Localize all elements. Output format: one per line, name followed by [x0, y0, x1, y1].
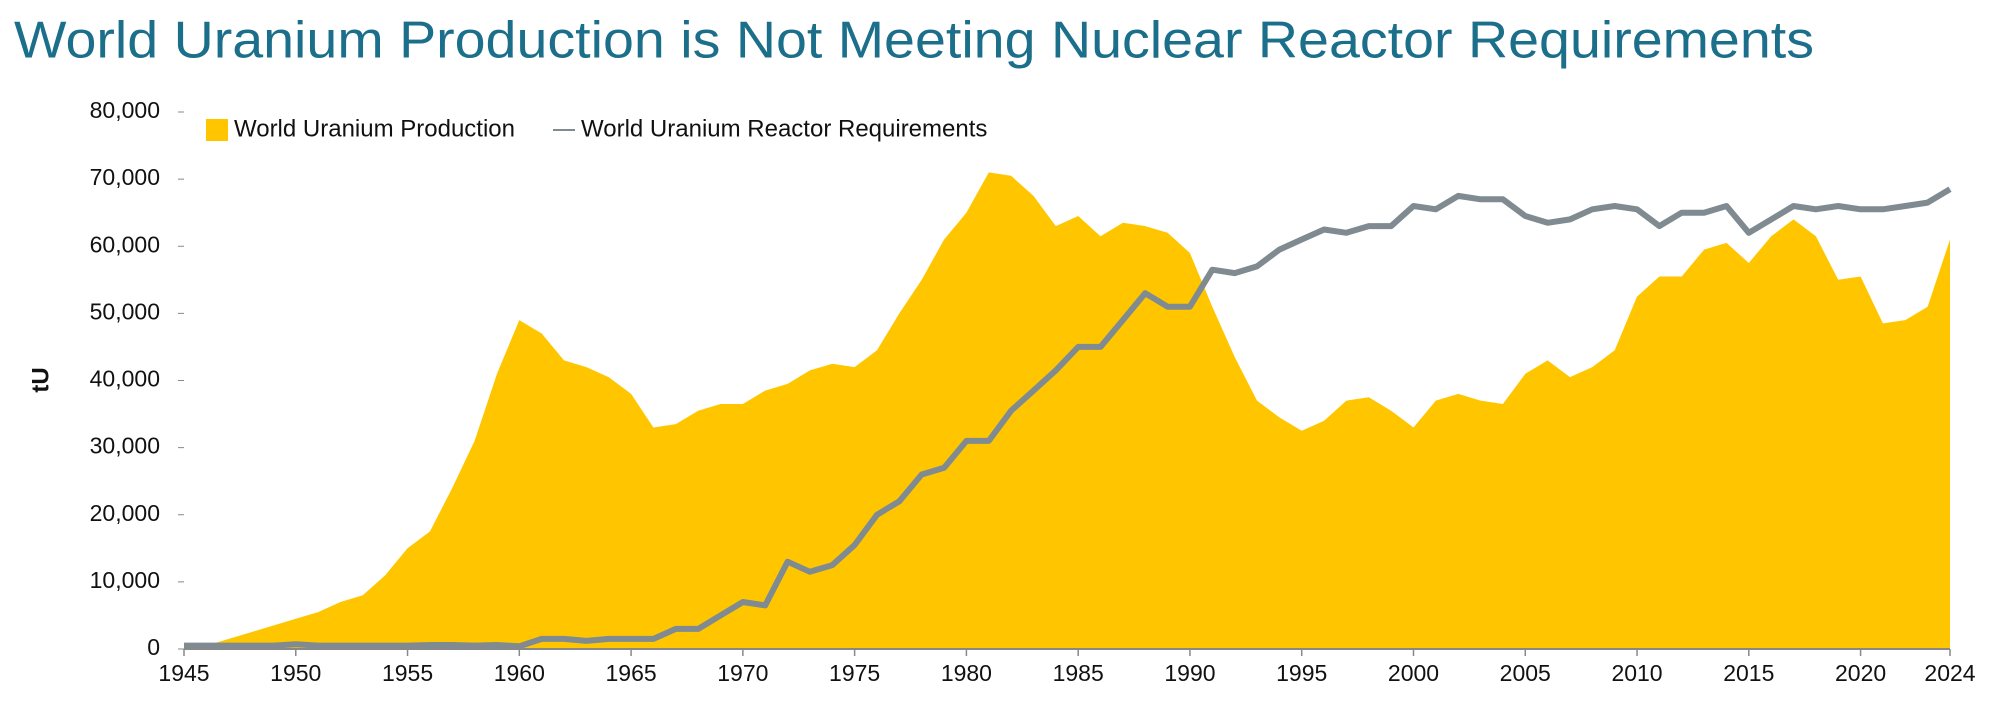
production-area	[184, 172, 1950, 649]
x-tick-label: 1985	[1053, 660, 1104, 686]
x-tick-label: 1980	[941, 660, 992, 686]
x-tick-label: 1970	[717, 660, 768, 686]
y-tick-label: 60,000	[90, 231, 160, 257]
legend-label: World Uranium Reactor Requirements	[581, 115, 987, 142]
chart-title: World Uranium Production is Not Meeting …	[14, 12, 1814, 70]
x-tick-label: 1965	[606, 660, 657, 686]
y-tick-label: 70,000	[90, 164, 160, 190]
y-tick-label: 40,000	[90, 366, 160, 392]
y-tick-label: 80,000	[90, 97, 160, 123]
x-tick-label: 2000	[1388, 660, 1439, 686]
legend-label: World Uranium Production	[234, 115, 515, 142]
x-tick-label: 1995	[1276, 660, 1327, 686]
x-tick-label: 2024	[1924, 660, 1975, 686]
y-tick-label: 50,000	[90, 298, 160, 324]
requirements-line	[184, 186, 1952, 650]
x-tick-label: 1950	[270, 660, 321, 686]
x-tick-label: 1975	[829, 660, 880, 686]
x-tick-label: 2020	[1835, 660, 1886, 686]
y-tick-label: 10,000	[90, 567, 160, 593]
y-tick-label: 0	[147, 634, 160, 660]
x-tick-label: 1960	[494, 660, 545, 686]
x-tick-label: 1955	[382, 660, 433, 686]
x-tick-label: 2015	[1723, 660, 1774, 686]
legend-swatch	[206, 119, 228, 141]
y-tick-label: 30,000	[90, 433, 160, 459]
y-tick-label: 20,000	[90, 500, 160, 526]
x-tick-label: 2010	[1611, 660, 1662, 686]
x-tick-label: 1990	[1164, 660, 1215, 686]
x-tick-label: 2005	[1500, 660, 1551, 686]
y-axis-label: tU	[27, 367, 54, 392]
x-tick-label: 1945	[158, 660, 209, 686]
